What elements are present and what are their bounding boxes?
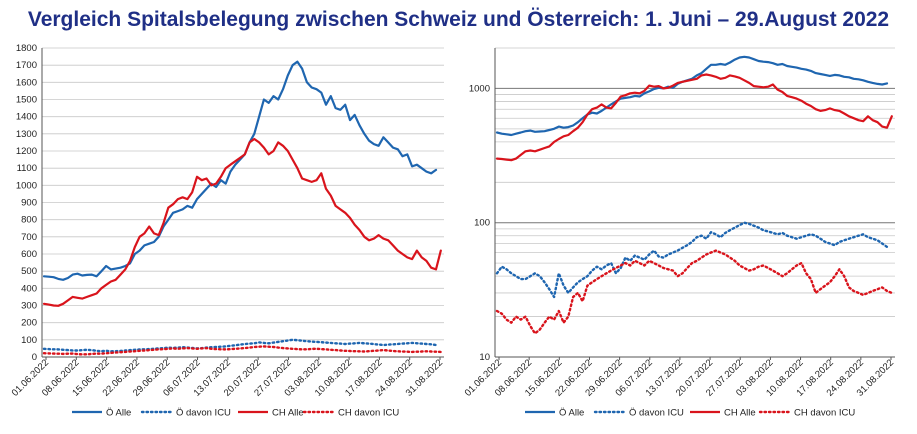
- legend-label: Ö Alle: [559, 408, 584, 419]
- y-tick-label: 1700: [16, 60, 37, 71]
- y-tick-label: 1200: [16, 146, 37, 157]
- y-tick-label: 400: [21, 283, 37, 294]
- y-tick-label: 700: [21, 232, 37, 243]
- legend-label: Ö davon ICU: [629, 408, 684, 419]
- legend-label: CH davon ICU: [338, 408, 399, 419]
- series-line-1: [495, 55, 889, 137]
- y-tick-label: 500: [21, 266, 37, 277]
- y-tick-label: 1000: [16, 180, 37, 191]
- y-tick-label: 900: [21, 198, 37, 209]
- legend-label: Ö davon ICU: [176, 408, 231, 419]
- y-tick-label: 100: [21, 335, 37, 346]
- y-tick-label: 1000: [469, 83, 490, 94]
- chart-2: 10100100001.06.202208.06.202215.06.20222…: [463, 47, 896, 419]
- series-line-3: [495, 73, 893, 162]
- chart-1: 0 100 200 300 400 500 600 700 800 900 1000 1100 1200…: [10, 43, 445, 419]
- page-title: Vergleich Spitalsbelegung zwischen Schwe…: [27, 8, 890, 31]
- series-line-2: [42, 338, 438, 353]
- y-tick-label: 600: [21, 249, 37, 260]
- y-tick-label: 1400: [16, 112, 37, 123]
- series-line-4: [42, 345, 442, 356]
- legend-label: CH davon ICU: [794, 408, 855, 419]
- y-tick-label: 300: [21, 301, 37, 312]
- legend-label: CH Alle: [272, 408, 304, 419]
- y-tick-label: 1300: [16, 129, 37, 140]
- y-tick-label: 800: [21, 215, 37, 226]
- y-tick-label: 1500: [16, 95, 37, 106]
- y-tick-label: 1600: [16, 77, 37, 88]
- series-line-4: [495, 249, 893, 335]
- series-line-1: [42, 60, 438, 281]
- y-tick-label: 100: [474, 218, 490, 229]
- y-tick-label: 0: [32, 352, 37, 363]
- series-line-3: [42, 137, 442, 307]
- legend-label: CH Alle: [724, 408, 756, 419]
- series-line-2: [495, 221, 889, 299]
- y-tick-label: 1800: [16, 43, 37, 54]
- y-tick-label: 10: [479, 352, 490, 363]
- y-tick-label: 200: [21, 318, 37, 329]
- legend-label: Ö Alle: [106, 408, 131, 419]
- y-tick-label: 1100: [17, 163, 37, 174]
